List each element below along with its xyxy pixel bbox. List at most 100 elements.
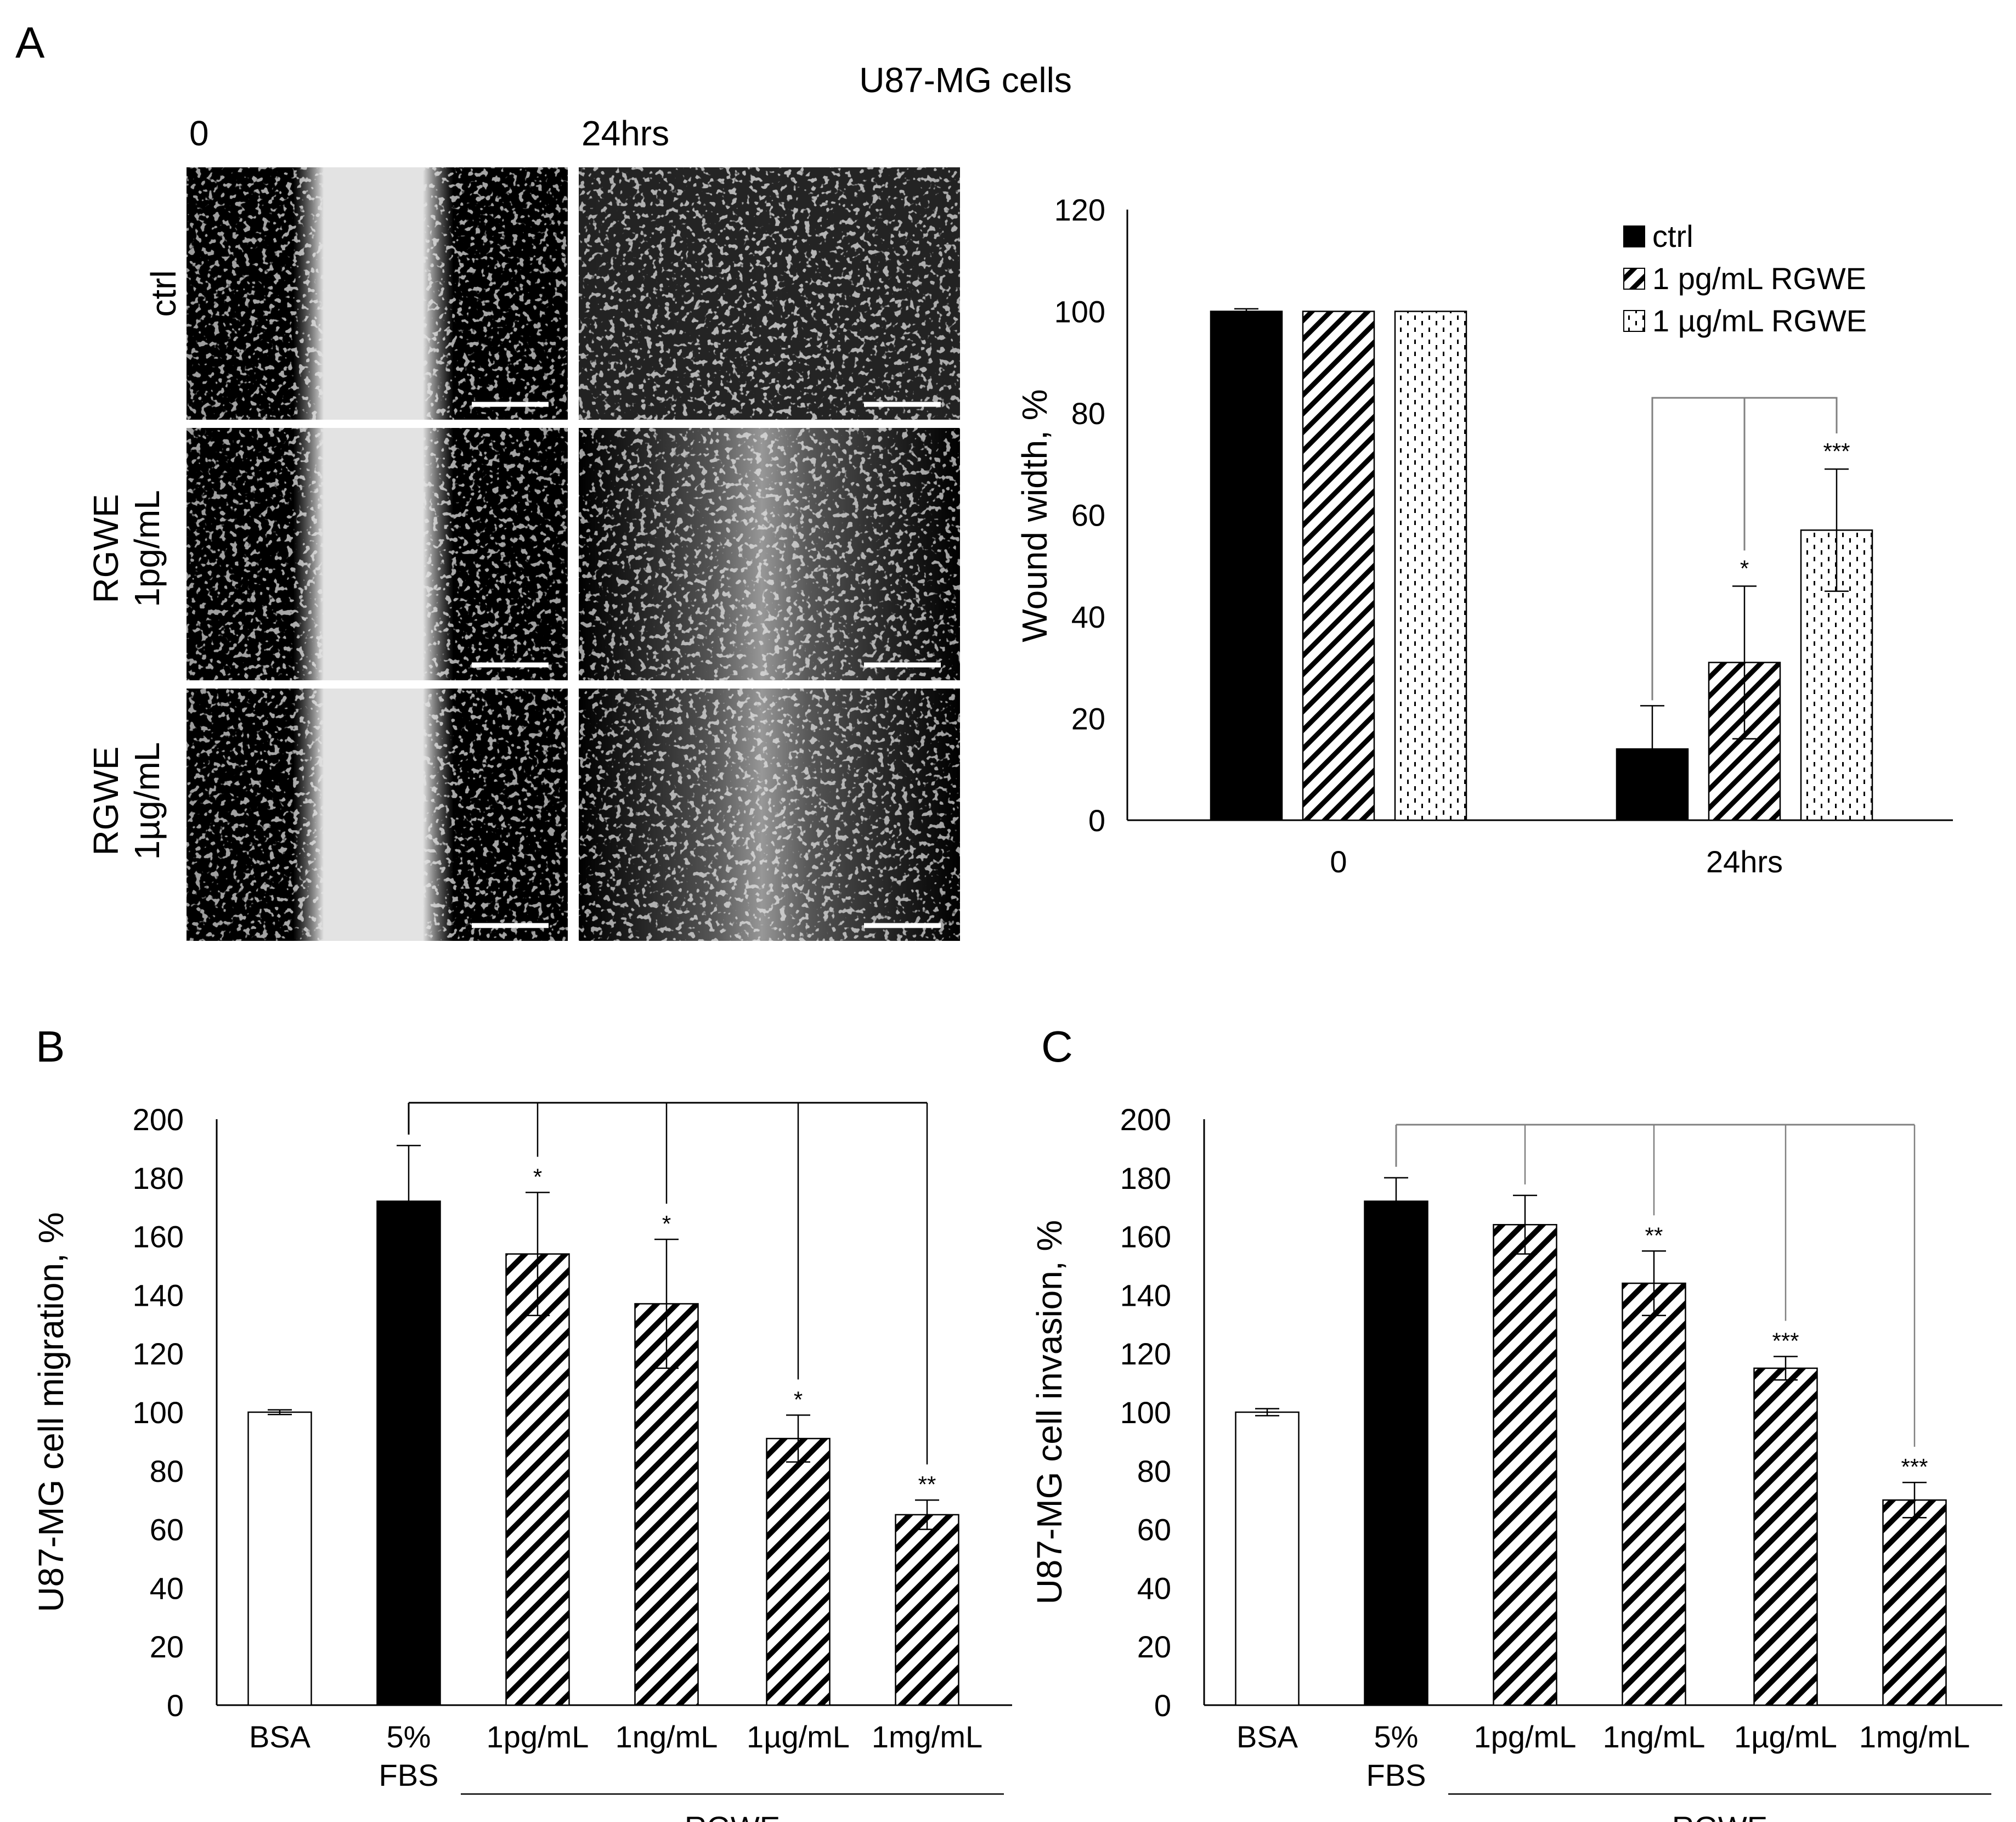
y-tick-label: 140: [133, 1278, 184, 1312]
y-axis-title: U87-MG cell migration, %: [31, 1212, 71, 1612]
y-tick-label: 20: [1137, 1629, 1171, 1664]
significance-star: ***: [1772, 1328, 1799, 1354]
group-label: RGWE: [685, 1810, 780, 1822]
y-tick-label: 200: [133, 1102, 184, 1137]
significance-star: **: [918, 1471, 936, 1497]
bar: [505, 1253, 570, 1706]
y-tick-label: 180: [133, 1161, 184, 1195]
row-label-line: ctrl: [144, 270, 183, 317]
x-category-label: 1µg/mL: [1734, 1719, 1837, 1754]
bar: [1364, 1200, 1428, 1706]
micrograph-grid: [187, 167, 960, 941]
bar: [376, 1200, 441, 1706]
micrograph-cells: [579, 167, 960, 420]
x-category-label: 24hrs: [1706, 844, 1783, 879]
micrograph-image: [187, 689, 568, 941]
bar: [1493, 1223, 1557, 1706]
x-category-label: 1pg/mL: [487, 1719, 589, 1754]
y-axis-title: Wound width, %: [1015, 389, 1054, 642]
bar: [247, 1411, 312, 1706]
bar: [1210, 311, 1283, 821]
bar: [1753, 1367, 1818, 1706]
micrograph-cell-texture: [579, 428, 960, 680]
x-category-label: FBS: [1366, 1758, 1426, 1792]
y-tick-label: 40: [1137, 1571, 1171, 1605]
micrograph-cells: [579, 689, 960, 941]
y-tick-label: 80: [150, 1454, 184, 1488]
micrograph-image: [187, 167, 568, 420]
row-label-line: RGWE: [86, 494, 126, 603]
legend-label: ctrl: [1652, 219, 1693, 253]
y-tick-label: 180: [1120, 1161, 1171, 1195]
y-tick-label: 200: [1120, 1102, 1171, 1137]
y-tick-label: 160: [1120, 1220, 1171, 1254]
y-tick-label: 120: [1054, 193, 1105, 227]
micrograph-row-label-ctrl: ctrl: [144, 270, 183, 317]
y-tick-label: 20: [1071, 702, 1105, 736]
legend-label: 1 pg/mL RGWE: [1652, 261, 1866, 296]
x-category-label: 1mg/mL: [1859, 1719, 1970, 1754]
bar: [634, 1303, 699, 1706]
y-tick-label: 160: [133, 1220, 184, 1254]
micrograph-image: [187, 428, 568, 680]
panel-letter-a: A: [15, 18, 45, 67]
x-category-label: 0: [1330, 844, 1347, 879]
x-category-label: 1ng/mL: [1603, 1719, 1706, 1754]
micrograph-cells: [187, 167, 568, 420]
panel-letter-b: B: [36, 1022, 65, 1071]
y-tick-label: 140: [1120, 1278, 1171, 1312]
panel-letter-c: C: [1041, 1022, 1073, 1071]
y-tick-label: 20: [150, 1629, 184, 1664]
micrograph-cell-texture: [579, 689, 960, 941]
y-tick-label: 60: [150, 1513, 184, 1547]
y-tick-label: 0: [1088, 803, 1105, 838]
bar: [1882, 1499, 1947, 1706]
micrograph-cell-texture: [579, 167, 960, 420]
micrograph-row-label-1pg: RGWE 1pg/mL: [86, 490, 167, 607]
bar: [766, 1437, 831, 1706]
y-tick-label: 0: [1154, 1688, 1171, 1723]
bar: [1302, 311, 1375, 821]
x-category-label: FBS: [379, 1758, 439, 1792]
y-tick-label: 40: [150, 1571, 184, 1605]
row-label-line: 1µg/mL: [127, 742, 167, 860]
micrograph-cells: [579, 428, 960, 680]
x-category-label: 1pg/mL: [1474, 1719, 1577, 1754]
y-tick-label: 80: [1071, 396, 1105, 431]
micrograph-cells: [187, 428, 568, 680]
y-tick-label: 100: [1120, 1395, 1171, 1430]
y-tick-label: 0: [167, 1688, 184, 1723]
y-tick-label: 100: [1054, 295, 1105, 329]
micrograph-cell-texture: [187, 167, 568, 420]
micrograph-image: [579, 428, 960, 680]
x-category-label: 1ng/mL: [615, 1719, 718, 1754]
significance-star: ***: [1901, 1454, 1928, 1480]
figure-title: U87-MG cells: [859, 60, 1072, 100]
y-tick-label: 60: [1137, 1513, 1171, 1547]
y-tick-label: 100: [133, 1395, 184, 1430]
significance-star: *: [662, 1211, 671, 1237]
bar: [1622, 1282, 1686, 1706]
significance-star: *: [533, 1164, 542, 1190]
x-category-label: 1µg/mL: [747, 1719, 850, 1754]
micrograph-row-label-1ug: RGWE 1µg/mL: [86, 742, 167, 860]
bar: [1394, 311, 1467, 821]
micrograph-cells: [187, 689, 568, 941]
y-tick-label: 120: [1120, 1336, 1171, 1371]
micrograph-cell-texture: [187, 428, 568, 680]
y-tick-label: 60: [1071, 498, 1105, 533]
x-category-label: BSA: [249, 1719, 311, 1754]
x-category-label: 5%: [387, 1719, 431, 1754]
chart-cell-migration: 0 20 40 60 80 100 120 140 160 180 200 U87-MG cell m…: [31, 1102, 1012, 1822]
micrograph-image: [579, 167, 960, 420]
significance-star: ***: [1823, 438, 1850, 464]
legend-swatch: [1623, 268, 1645, 290]
significance-star: *: [794, 1386, 803, 1412]
micrograph-cell-texture: [187, 689, 568, 941]
group-label: RGWE: [1672, 1810, 1767, 1822]
micrograph-column-24hrs: 24hrs: [581, 114, 669, 153]
bar: [895, 1514, 959, 1706]
legend-label: 1 µg/mL RGWE: [1652, 303, 1867, 338]
